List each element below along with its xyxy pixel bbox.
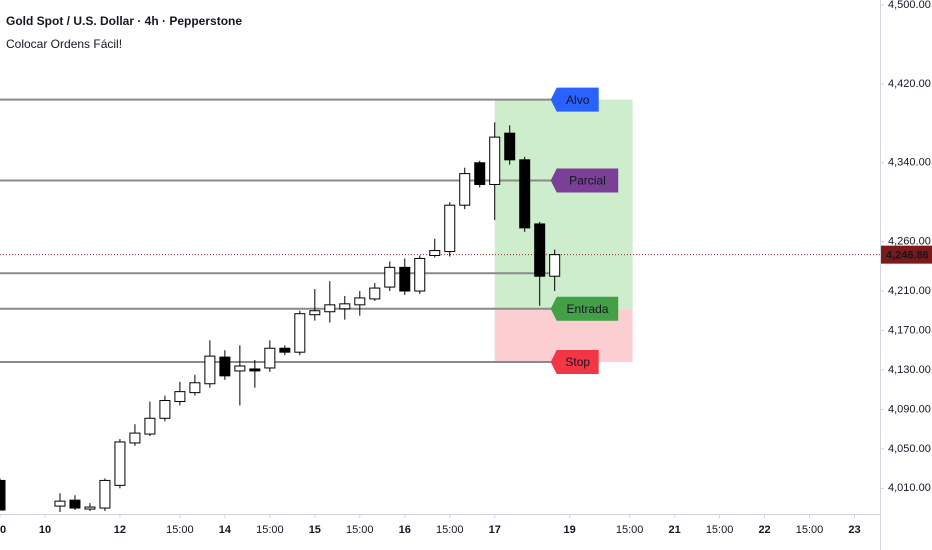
level-tag — [550, 168, 619, 193]
candle-body — [309, 310, 321, 316]
x-tick-label: 22 — [758, 524, 770, 536]
candle-body — [84, 506, 96, 510]
candle-body — [129, 432, 141, 444]
candle-body — [204, 355, 216, 385]
x-tick-label: 14 — [219, 524, 232, 536]
candle-body — [459, 173, 471, 206]
x-tick-label: 00 — [0, 524, 6, 536]
candle-body — [0, 479, 6, 511]
candle-body — [339, 303, 351, 310]
level-tag-label: Stop — [565, 355, 590, 369]
candle-body — [54, 500, 66, 507]
last-price-tag — [881, 245, 932, 264]
candle-body — [414, 257, 426, 292]
candle-body — [504, 132, 516, 161]
x-tick-label: 15:00 — [436, 524, 464, 536]
y-tick-label: 4,210.00 — [888, 285, 931, 297]
plot-area: Alvo Parcial Entrada Stop — [0, 87, 880, 512]
candle-body — [264, 347, 276, 369]
y-tick-label: 4,170.00 — [888, 324, 931, 336]
candle-body — [474, 162, 486, 185]
profit-zone — [494, 99, 633, 309]
y-tick-label: 4,130.00 — [888, 364, 931, 376]
x-tick-label: 15:00 — [166, 524, 194, 536]
candle-body — [369, 287, 381, 300]
candle-body — [429, 250, 441, 257]
candle-body — [159, 400, 171, 419]
candle-body — [294, 313, 306, 353]
level-tag — [550, 350, 599, 375]
x-tick-label: 15:00 — [706, 524, 734, 536]
x-tick-label: 15:00 — [796, 524, 824, 536]
y-tick-label: 4,500.00 — [888, 0, 931, 11]
level-tag-label: Parcial — [569, 174, 606, 188]
candle-body — [114, 441, 126, 486]
x-tick-label: 21 — [668, 524, 680, 536]
candle-body — [144, 417, 156, 435]
y-tick-label: 4,050.00 — [888, 443, 931, 455]
x-tick-label: 15:00 — [346, 524, 374, 536]
y-tick-label: 4,010.00 — [888, 482, 931, 494]
candle-body — [384, 266, 396, 288]
x-tick-label: 17 — [489, 524, 501, 536]
x-tick-label: 19 — [564, 524, 576, 536]
y-tick-label: 4,260.00 — [888, 236, 931, 248]
x-tick-label: 16 — [399, 524, 411, 536]
candle-body — [69, 499, 81, 509]
candle-body — [189, 382, 201, 394]
candle-body — [534, 223, 546, 277]
candle-body — [399, 266, 411, 292]
candle-body — [174, 391, 186, 403]
level-tag-label: Entrada — [566, 302, 608, 316]
y-tick-label: 4,340.00 — [888, 157, 931, 169]
candle-body — [549, 254, 561, 277]
candle-body — [444, 204, 456, 253]
candle-body — [519, 159, 531, 229]
level-tag-label: Alvo — [566, 93, 590, 107]
x-tick-label: 15:00 — [256, 524, 284, 536]
candle-body — [234, 365, 246, 372]
x-tick-label: 10 — [39, 524, 51, 536]
candle-body — [219, 356, 231, 377]
x-tick-label: 15:00 — [616, 524, 644, 536]
candle-body — [324, 304, 336, 313]
level-tag — [550, 296, 619, 321]
chart-subtitle: Colocar Ordens Fácil! — [6, 37, 122, 51]
candle-body — [249, 368, 261, 372]
x-tick-label: 23 — [848, 524, 860, 536]
x-tick-label: 15 — [309, 524, 321, 536]
chart-title: Gold Spot / U.S. Dollar · 4h · Peppersto… — [6, 14, 242, 28]
x-tick-label: 12 — [114, 524, 126, 536]
y-tick-label: 4,090.00 — [888, 403, 931, 415]
candle-body — [354, 297, 366, 306]
candle-body — [489, 136, 501, 185]
y-tick-label: 4,420.00 — [888, 78, 931, 90]
candle-body — [279, 347, 291, 353]
level-tag — [550, 87, 599, 112]
candle-body — [99, 479, 111, 509]
last-price-label: 4,246.86 — [886, 250, 929, 262]
